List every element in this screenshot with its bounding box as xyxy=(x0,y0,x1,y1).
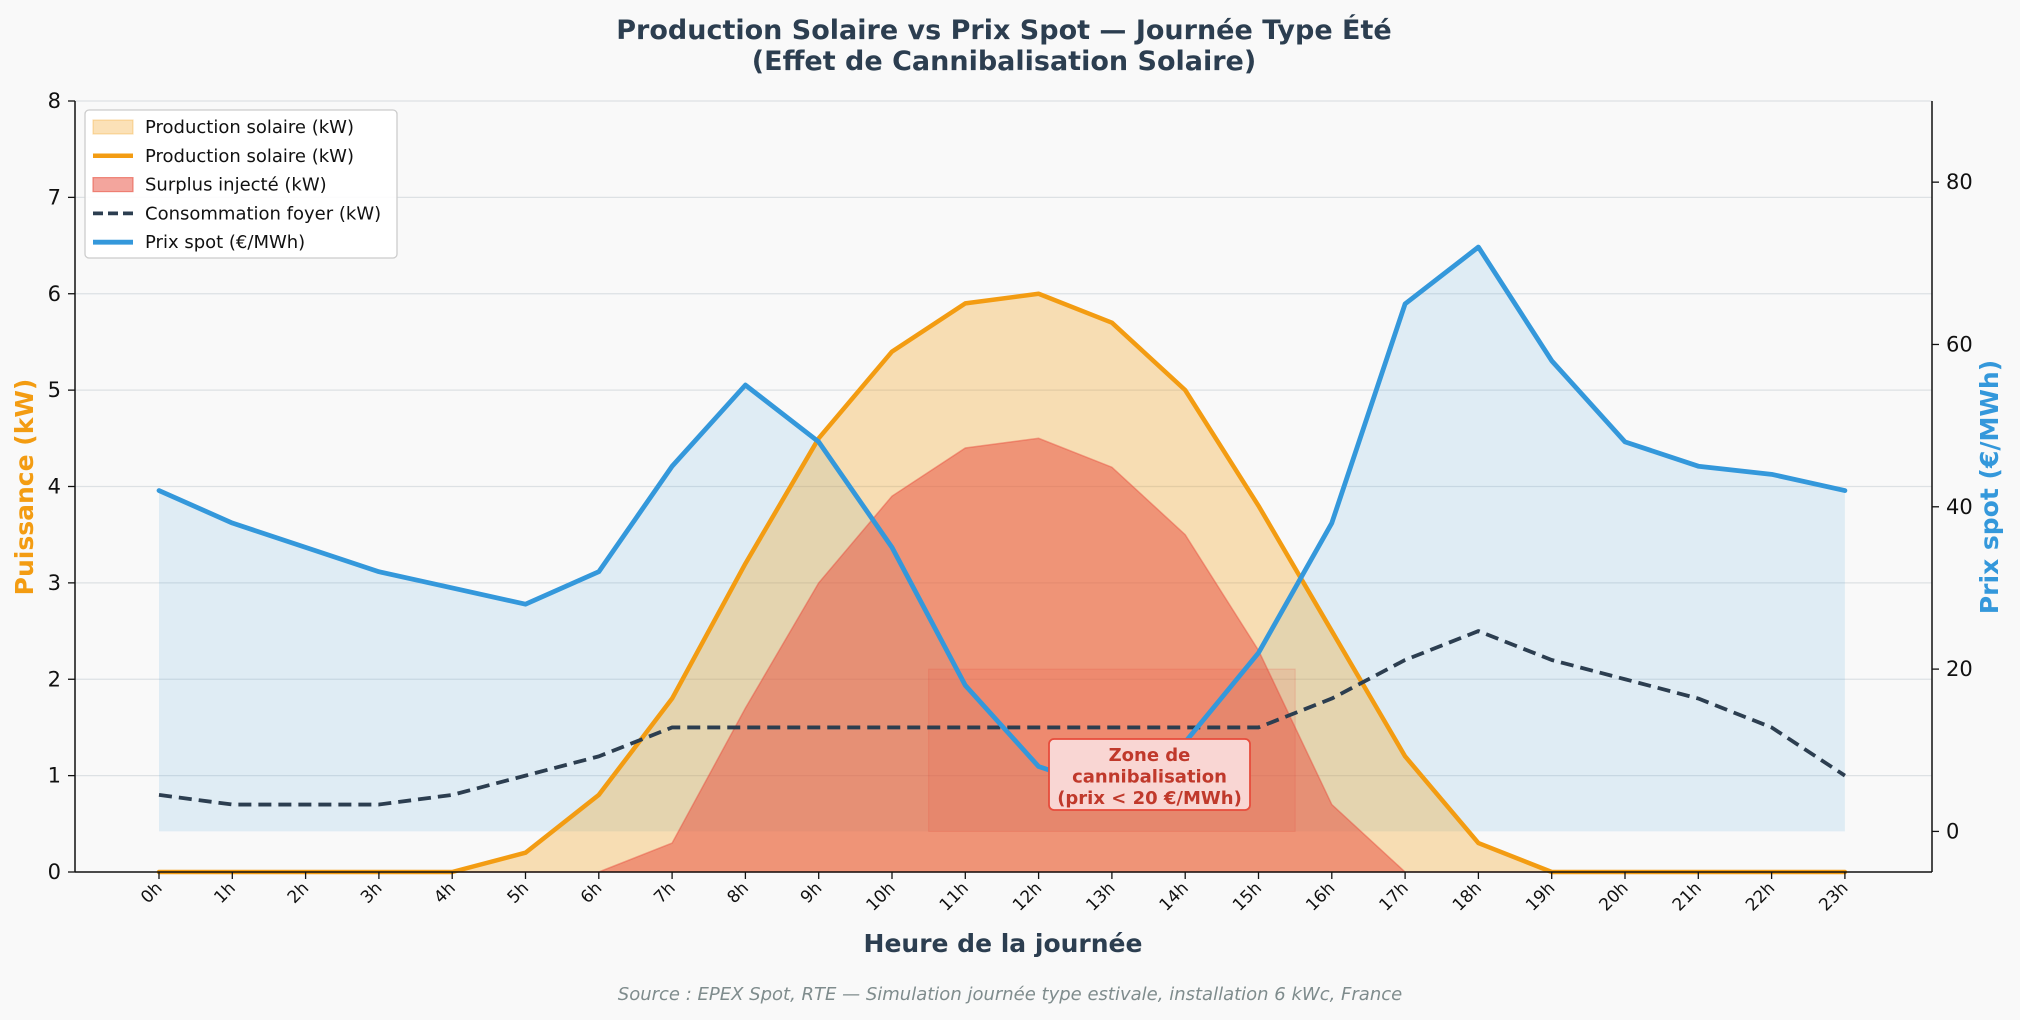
y-tick-left-label: 0 xyxy=(48,860,61,884)
y-tick-right-label: 20 xyxy=(1946,657,1973,681)
x-tick-label: 4h xyxy=(430,878,459,907)
x-tick-label: 1h xyxy=(210,878,239,907)
x-tick-label: 3h xyxy=(357,878,386,907)
price-area xyxy=(159,247,1845,832)
legend-label: Production solaire (kW) xyxy=(145,117,354,138)
y-tick-left-label: 7 xyxy=(48,185,61,209)
x-tick-label: 19h xyxy=(1522,878,1559,915)
y-tick-right-label: 0 xyxy=(1946,819,1959,843)
legend-swatch-patch xyxy=(92,119,134,135)
x-tick-label: 21h xyxy=(1669,878,1706,915)
x-tick-label: 20h xyxy=(1595,878,1632,915)
y-tick-right-label: 40 xyxy=(1946,495,1973,519)
x-tick-label: 14h xyxy=(1156,878,1193,915)
consumption-line xyxy=(158,629,1846,807)
y-axis-label-left: Puissance (kW) xyxy=(10,379,39,596)
price-line xyxy=(156,244,1848,794)
source-note: Source : EPEX Spot, RTE — Simulation jou… xyxy=(618,984,1402,1005)
legend-label: Consommation foyer (kW) xyxy=(145,203,381,224)
price-area-layer xyxy=(159,247,1845,832)
x-tick-label: 12h xyxy=(1009,878,1046,915)
x-tick-label: 17h xyxy=(1376,878,1413,915)
legend-label: Surplus injecté (kW) xyxy=(145,175,327,196)
y-tick-right-label: 80 xyxy=(1946,170,1973,194)
x-tick-label: 22h xyxy=(1742,878,1779,915)
x-tick-label: 10h xyxy=(862,878,899,915)
y-tick-left-label: 4 xyxy=(48,475,61,499)
legend-label: Production solaire (kW) xyxy=(145,146,354,167)
chart-title-line-1: Production Solaire vs Prix Spot — Journé… xyxy=(616,14,1391,46)
x-tick-label: 2h xyxy=(284,878,313,907)
legend-swatch-patch xyxy=(92,177,134,193)
x-tick-label: 0h xyxy=(137,878,166,907)
annotation-box xyxy=(1048,738,1251,811)
y-tick-left-label: 8 xyxy=(48,89,61,113)
x-tick-label: 16h xyxy=(1302,878,1339,915)
y-tick-right-label: 60 xyxy=(1946,332,1973,356)
y-tick-left-label: 6 xyxy=(48,282,61,306)
legend-label: Prix spot (€/MWh) xyxy=(145,232,305,253)
x-tick-label: 23h xyxy=(1815,878,1852,915)
x-tick-label: 11h xyxy=(936,878,973,915)
x-tick-label: 18h xyxy=(1449,878,1486,915)
x-tick-label: 9h xyxy=(797,878,826,907)
x-tick-label: 6h xyxy=(577,878,606,907)
annotation-text-line: cannibalisation xyxy=(1072,767,1227,788)
annotation-text-line: Zone de xyxy=(1109,745,1191,766)
chart-title-line-2: (Effet de Cannibalisation Solaire) xyxy=(752,46,1256,77)
x-tick-label: 5h xyxy=(504,878,533,907)
y-tick-left-label: 3 xyxy=(48,571,61,595)
legend: Production solaire (kW) Production solair… xyxy=(84,109,398,259)
x-axis-label: Heure de la journée xyxy=(864,929,1143,958)
x-tick-label: 13h xyxy=(1082,878,1119,915)
y-tick-left-label: 1 xyxy=(48,764,61,788)
y-tick-left-label: 5 xyxy=(48,378,61,402)
x-tick-label: 15h xyxy=(1229,878,1266,915)
legend-box xyxy=(84,109,398,259)
x-tick-label: 8h xyxy=(724,878,753,907)
annotation-text-line: (prix < 20 €/MWh) xyxy=(1057,788,1242,809)
y-tick-left-label: 2 xyxy=(48,667,61,691)
x-tick-label: 7h xyxy=(650,878,679,907)
y-axis-label-right: Prix spot (€/MWh) xyxy=(1975,360,2004,614)
